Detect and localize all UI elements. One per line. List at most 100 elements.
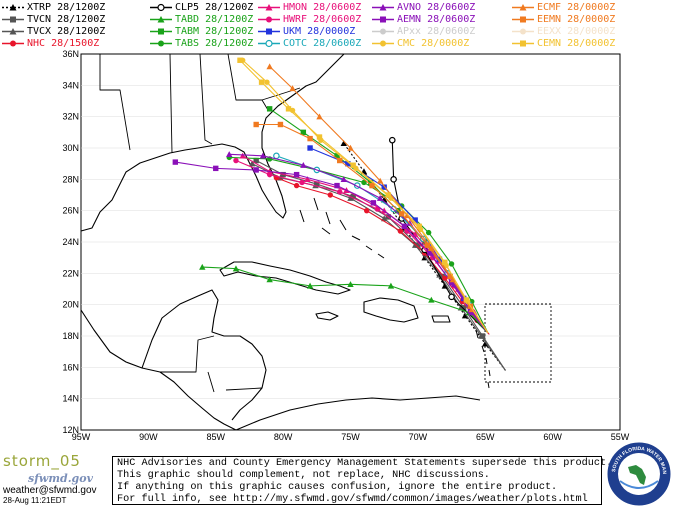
disclaimer-box: NHC Advisories and County Emergency Mana… [112, 456, 612, 505]
lat-tick-label: 14N [62, 394, 79, 404]
track-point [316, 113, 323, 120]
track-point [381, 184, 387, 190]
track-point [306, 282, 314, 289]
track-point [316, 134, 323, 140]
track-point [376, 177, 384, 184]
legend-label: CLP5 28/1200Z [175, 2, 254, 13]
legend-label: EEXX 28/0000Z [537, 26, 616, 37]
track-point [307, 145, 313, 151]
track-point [237, 57, 243, 63]
track-point [289, 85, 296, 92]
lon-tick-label: 55W [611, 432, 630, 442]
track-line [239, 59, 489, 334]
track-point [253, 157, 259, 164]
track-point [327, 192, 333, 198]
lon-tick-label: 80W [274, 432, 293, 442]
track-point [337, 189, 343, 195]
datestamp: 28-Aug 11:21EDT [3, 496, 67, 505]
track-point [403, 212, 411, 219]
track-point [447, 273, 453, 280]
track-point [412, 217, 418, 223]
legend-label: NHC 28/1500Z [27, 38, 100, 49]
track-point [253, 121, 259, 128]
lat-tick-label: 32N [62, 112, 79, 122]
track-line [256, 123, 489, 334]
track-point [266, 171, 273, 178]
track-point [293, 182, 300, 189]
legend-symbol [512, 16, 534, 23]
track-point [307, 135, 313, 142]
track-point [370, 200, 377, 206]
track-point [266, 106, 273, 112]
track-point [461, 312, 469, 319]
lat-tick-label: 20N [62, 300, 79, 310]
track-point [376, 194, 384, 201]
legend-label: COTC 28/0600Z [283, 38, 362, 49]
track-point [404, 228, 410, 234]
track-point [347, 144, 354, 151]
track-point [334, 182, 340, 189]
storm-name: storm_05 [3, 452, 81, 470]
disclaimer-line: This graphic should complement, not repl… [117, 470, 490, 481]
track-point [258, 79, 265, 85]
map: 36N34N32N30N28N26N24N22N20N18N16N14N12N9… [62, 49, 630, 442]
track-point [380, 196, 388, 203]
track-point [416, 223, 422, 230]
track-point [347, 281, 354, 287]
track-point [273, 152, 280, 160]
lon-tick-label: 95W [72, 432, 91, 442]
lat-tick-label: 22N [62, 268, 79, 278]
track-point [424, 242, 431, 248]
legend-symbol [150, 28, 172, 35]
legend-label: TABM 28/1200Z [175, 26, 254, 37]
lon-tick-label: 70W [409, 432, 428, 442]
track-point [300, 129, 307, 136]
track-point [428, 245, 435, 251]
legend-symbol [372, 40, 394, 47]
track-point [387, 282, 395, 289]
track-point [397, 228, 404, 234]
legend-symbol [258, 28, 280, 35]
track-point [448, 280, 455, 286]
track-point [388, 136, 396, 144]
forecast-tracks [172, 57, 506, 371]
track-point [266, 63, 273, 70]
lat-tick-label: 16N [62, 362, 79, 372]
legend-label: AVNO 28/0600Z [397, 2, 476, 13]
track-point [350, 193, 356, 200]
track-point [285, 106, 292, 112]
legend-label: AEMN 28/0600Z [397, 14, 476, 25]
track-point [345, 160, 351, 167]
lat-tick-label: 18N [62, 331, 79, 341]
lon-tick-label: 60W [543, 432, 562, 442]
legend-symbol [258, 16, 280, 23]
legend-label: XTRP 28/1200Z [27, 2, 106, 13]
lat-tick-label: 12N [62, 425, 79, 435]
legend-symbol [150, 3, 172, 12]
track-point [401, 223, 408, 230]
legend-label: UKM 28/0000Z [283, 26, 356, 37]
legend-symbol [372, 4, 394, 11]
lat-tick-label: 28N [62, 174, 79, 184]
legend-label: ECMF 28/0000Z [537, 2, 616, 13]
track-point [232, 265, 240, 272]
legend-symbol [2, 28, 24, 35]
track-point [369, 182, 375, 189]
lon-tick-label: 65W [476, 432, 495, 442]
track-point [374, 206, 381, 212]
track-point [259, 152, 267, 159]
track-cemn [237, 57, 489, 334]
legend-label: APxx 28/0600Z [397, 26, 476, 37]
track-tabd [199, 263, 489, 334]
track-point [460, 305, 467, 311]
track-point [334, 153, 340, 159]
legend-label: HMON 28/0600Z [283, 2, 362, 13]
track-point [449, 276, 457, 283]
lat-tick-label: 26N [62, 206, 79, 216]
track-point [233, 157, 239, 164]
track-point [390, 176, 397, 183]
track-point [415, 242, 421, 248]
legend-symbol [2, 16, 24, 23]
track-eemn [253, 121, 489, 334]
lat-tick-label: 34N [62, 80, 79, 90]
